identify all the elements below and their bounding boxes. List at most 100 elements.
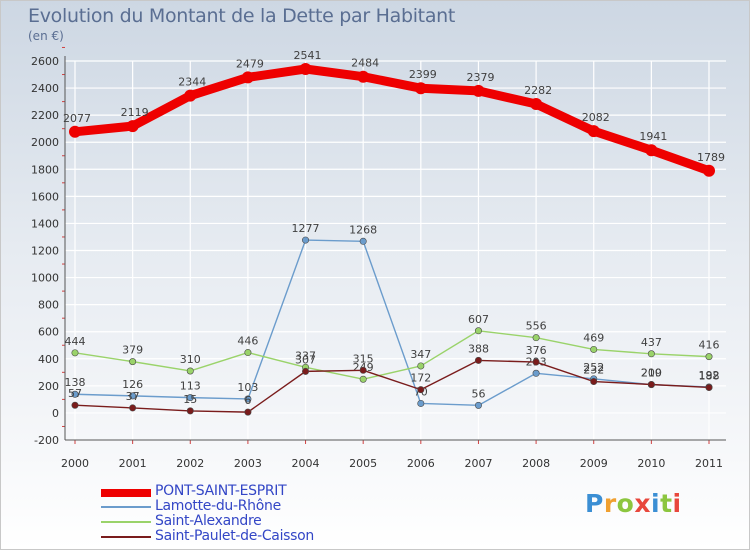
y-tick-label: 0 — [52, 407, 59, 420]
data-label: 1789 — [697, 151, 725, 164]
data-label: 56 — [471, 387, 485, 400]
x-tick-label: 2006 — [407, 457, 435, 470]
proxiti-logo: Proxiti — [585, 489, 682, 518]
legend-label-saint-alexandre: Saint-Alexandre — [155, 513, 262, 529]
series-line-1 — [70, 64, 714, 176]
data-label: 126 — [122, 378, 143, 391]
series-line-3 — [74, 330, 710, 380]
series-line-4 — [74, 359, 710, 413]
x-tick-label: 2004 — [292, 457, 320, 470]
data-point — [703, 164, 715, 177]
data-label: 15 — [183, 393, 197, 406]
data-label: 210 — [641, 367, 662, 380]
data-point — [359, 375, 367, 383]
legend-label-saint-paulet: Saint-Paulet-de-Caisson — [155, 528, 315, 544]
data-point — [71, 401, 79, 409]
y-tick-label: 2000 — [31, 136, 59, 149]
data-point — [244, 408, 252, 416]
data-label: 310 — [180, 353, 201, 366]
data-point — [417, 386, 425, 394]
data-point — [69, 125, 81, 138]
data-point — [474, 327, 482, 335]
data-point — [129, 392, 137, 400]
x-tick-label: 2002 — [176, 457, 204, 470]
data-point — [241, 71, 254, 84]
data-label: 376 — [526, 344, 547, 357]
data-label: 337 — [295, 349, 316, 362]
x-tick-label: 2000 — [61, 457, 89, 470]
data-label: 347 — [410, 348, 431, 361]
data-point — [417, 399, 425, 407]
data-label: 307 — [295, 353, 316, 366]
data-point — [359, 366, 367, 374]
logo-letter: i — [651, 489, 661, 518]
y-tick-label: 600 — [38, 326, 59, 339]
data-label: 2282 — [524, 84, 552, 97]
data-point — [532, 358, 540, 366]
data-point — [417, 362, 425, 370]
logo-letter: x — [634, 489, 651, 518]
y-tick-label: 2400 — [31, 82, 59, 95]
data-point — [590, 378, 598, 386]
legend-swatch-lamotte — [101, 506, 151, 508]
data-label: 2484 — [351, 57, 379, 70]
data-point — [414, 82, 427, 95]
data-point — [126, 120, 139, 133]
chart-unit-label: (en €) — [28, 29, 64, 43]
data-label: 2077 — [63, 112, 91, 125]
legend-label-pont: PONT-SAINT-ESPRIT — [155, 483, 287, 499]
data-label: 388 — [468, 342, 489, 355]
data-point — [472, 84, 485, 97]
y-tick-label: 2200 — [31, 109, 59, 122]
data-point — [474, 401, 482, 409]
data-label: 57 — [68, 387, 82, 400]
data-point — [186, 367, 194, 375]
data-point — [587, 125, 600, 138]
data-point — [532, 369, 540, 377]
logo-letter: i — [672, 489, 682, 518]
logo-letter: P — [585, 489, 604, 518]
data-point — [129, 404, 137, 412]
data-point — [705, 383, 713, 391]
x-tick-label: 2011 — [695, 457, 723, 470]
y-tick-label: 1600 — [31, 190, 59, 203]
data-point — [705, 353, 713, 361]
data-label: 2344 — [178, 76, 206, 89]
data-point — [186, 407, 194, 415]
data-point — [474, 356, 482, 364]
legend-swatch-pont — [101, 489, 151, 497]
data-point — [357, 70, 370, 83]
data-label: 1941 — [639, 130, 667, 143]
y-tick-label: -200 — [34, 434, 59, 447]
legend-swatch-saint-paulet — [101, 536, 151, 538]
data-point — [184, 89, 197, 102]
data-label: 556 — [526, 320, 547, 333]
data-label: 232 — [583, 364, 604, 377]
data-label: 2479 — [236, 57, 264, 70]
y-tick-label: 1400 — [31, 217, 59, 230]
data-label: 2082 — [582, 111, 610, 124]
data-label: 6 — [244, 394, 251, 407]
data-label: 252 — [583, 361, 604, 374]
x-tick-label: 2003 — [234, 457, 262, 470]
logo-letter: r — [603, 489, 617, 518]
logo-letter: o — [616, 489, 635, 518]
y-tick-label: 2600 — [31, 55, 59, 68]
data-point — [302, 367, 310, 375]
data-label: 37 — [126, 390, 140, 403]
data-label: 437 — [641, 336, 662, 349]
chart-title: Evolution du Montant de la Dette par Hab… — [28, 5, 456, 27]
data-label: 192 — [699, 369, 720, 382]
data-point — [359, 237, 367, 245]
data-point — [302, 236, 310, 244]
data-label: 1277 — [292, 222, 320, 235]
x-tick-label: 2005 — [349, 457, 377, 470]
x-tick-label: 2010 — [637, 457, 665, 470]
data-point — [647, 381, 655, 389]
data-label: 2541 — [294, 49, 322, 62]
data-point — [244, 395, 252, 403]
data-label: 2399 — [409, 68, 437, 81]
data-point — [186, 394, 194, 402]
data-point — [71, 390, 79, 398]
